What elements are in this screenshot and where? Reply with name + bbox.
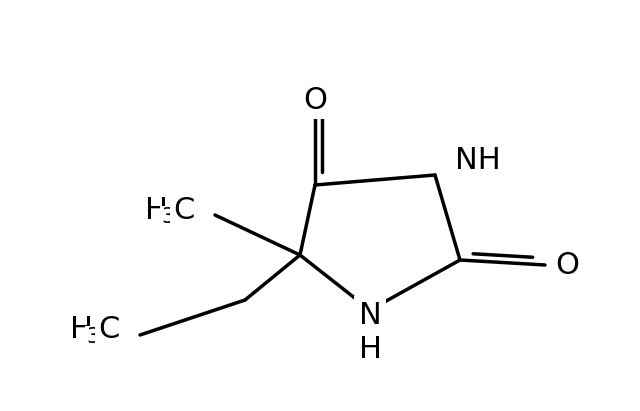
Text: NH: NH	[455, 145, 500, 175]
Text: C: C	[98, 316, 120, 344]
Text: H: H	[145, 196, 168, 224]
Text: N: N	[358, 300, 381, 330]
Text: H: H	[358, 335, 381, 365]
Text: 3: 3	[86, 327, 99, 347]
Text: C: C	[173, 196, 195, 224]
Text: O: O	[303, 85, 327, 115]
Text: H: H	[70, 316, 93, 344]
Text: O: O	[555, 250, 579, 279]
Text: 3: 3	[161, 207, 174, 227]
